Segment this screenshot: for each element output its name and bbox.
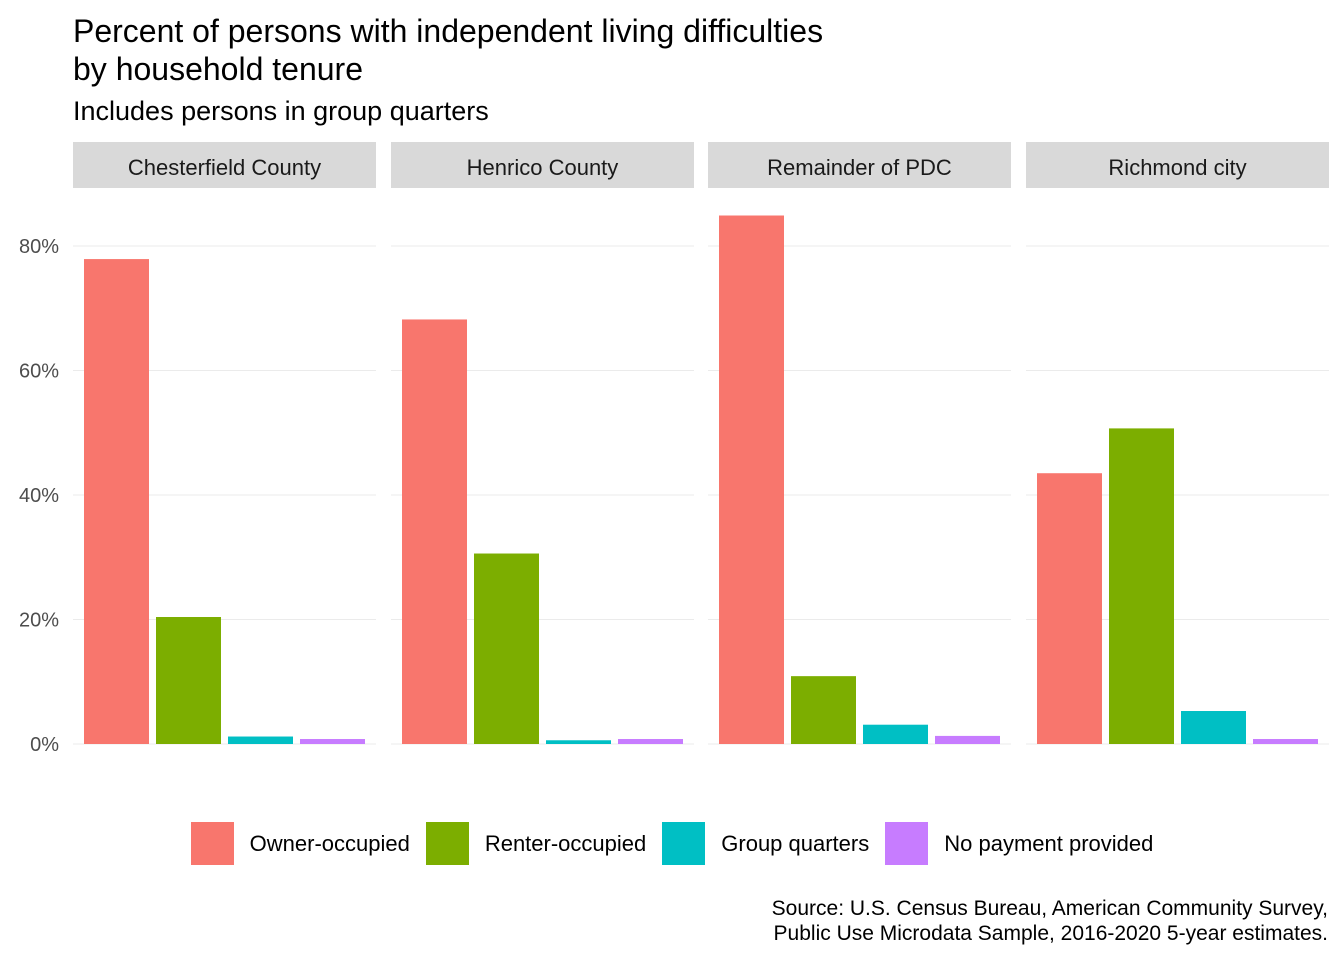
- bar-owner-occupied: [84, 259, 149, 744]
- bar-renter-occupied: [474, 553, 539, 744]
- bar-no-payment-provided: [618, 739, 683, 744]
- facet-strip-label: Remainder of PDC: [767, 155, 952, 180]
- facet-strip: [391, 142, 694, 188]
- bar-owner-occupied: [719, 215, 784, 744]
- chart-legend: Owner-occupied Renter-occupied Group quart…: [0, 822, 1344, 865]
- faceted-bar-chart: 0% 20% 40% 60% 80% Chesterfield County Henrico…: [19, 142, 1329, 756]
- bar-no-payment-provided: [300, 739, 365, 744]
- facet-strip: [708, 142, 1011, 188]
- y-tick-label: 0%: [30, 734, 59, 756]
- facet-panel-remainder-of-pdc: Remainder of PDC: [708, 142, 1011, 745]
- bar-owner-occupied: [402, 319, 467, 744]
- legend-key: [885, 822, 929, 865]
- y-tick-label: 60%: [19, 361, 59, 383]
- facet-panel-richmond-city: Richmond city: [1026, 142, 1329, 745]
- legend-label: Owner-occupied: [249, 830, 410, 856]
- facet-panel-chesterfield-county: Chesterfield County: [73, 142, 376, 745]
- bar-renter-occupied: [791, 676, 856, 744]
- caption-line-2: Public Use Microdata Sample, 2016-2020 5…: [773, 922, 1328, 945]
- bar-no-payment-provided: [1253, 739, 1318, 744]
- legend-key: [662, 822, 706, 865]
- chart-subtitle: Includes persons in group quarters: [73, 96, 489, 126]
- facet-strip-label: Chesterfield County: [128, 155, 321, 180]
- chart-title-line-2: by household tenure: [73, 51, 363, 87]
- bar-renter-occupied: [1109, 428, 1174, 744]
- bar-renter-occupied: [156, 617, 221, 744]
- chart-title: Percent of persons with independent livi…: [73, 12, 823, 88]
- bar-group-quarters: [228, 736, 293, 744]
- legend-label: Renter-occupied: [484, 830, 647, 856]
- legend-item-owner-occupied: Owner-occupied: [190, 822, 410, 865]
- legend-item-renter-occupied: Renter-occupied: [425, 822, 647, 865]
- facet-strip: [73, 142, 376, 188]
- legend-label: Group quarters: [721, 830, 870, 856]
- y-tick-label: 80%: [19, 236, 59, 258]
- facet-strip-label: Richmond city: [1108, 155, 1246, 180]
- y-tick-label: 40%: [19, 485, 59, 507]
- bar-no-payment-provided: [935, 735, 1000, 744]
- caption-line-1: Source: U.S. Census Bureau, American Com…: [771, 897, 1328, 920]
- legend-item-no-payment-provided: No payment provided: [885, 822, 1153, 865]
- source-caption: Source: U.S. Census Bureau, American Com…: [772, 896, 1328, 946]
- facet-panel-henrico-county: Henrico County: [391, 142, 694, 745]
- legend-key: [425, 822, 469, 865]
- y-tick-label: 20%: [19, 610, 59, 632]
- bar-group-quarters: [546, 740, 611, 744]
- legend-key: [190, 822, 234, 865]
- bar-group-quarters: [1181, 711, 1246, 744]
- bar-owner-occupied: [1037, 473, 1102, 744]
- legend-label: No payment provided: [944, 830, 1154, 856]
- facet-strip: [1026, 142, 1329, 188]
- facet-strip-label: Henrico County: [467, 155, 619, 180]
- chart-title-line-1: Percent of persons with independent livi…: [73, 13, 824, 49]
- legend-item-group-quarters: Group quarters: [662, 822, 869, 865]
- bar-group-quarters: [863, 724, 928, 744]
